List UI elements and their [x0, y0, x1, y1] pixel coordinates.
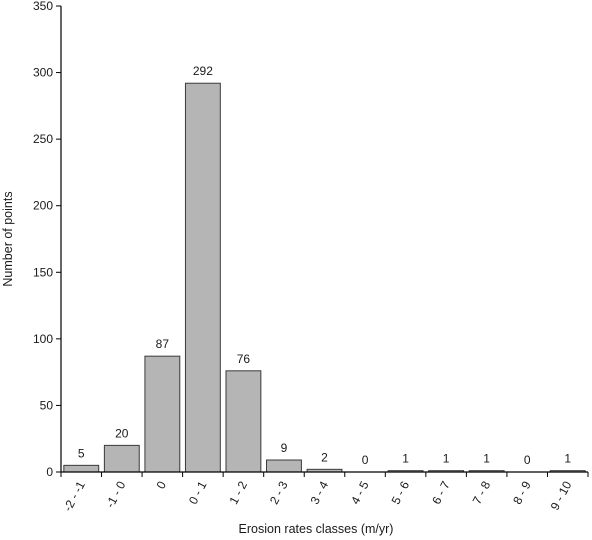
x-tick-label-7: 4 - 5 — [348, 479, 372, 507]
y-tick-label: 200 — [33, 199, 53, 213]
data-label-10: 1 — [483, 452, 490, 466]
x-tick-label-1: -1 - 0 — [103, 479, 129, 511]
x-tick-label-3: 0 - 1 — [186, 479, 210, 507]
x-ticks-group: -2 - -1 -1 - 0 0 0 - 1 1 - 2 2 - 3 3 - 4 4 - 5 5… — [60, 472, 589, 514]
bars-group — [63, 82, 586, 473]
x-tick-label-6: 3 - 4 — [308, 479, 332, 507]
x-tick-label-4: 1 - 2 — [226, 479, 250, 507]
data-label-1: 20 — [115, 426, 129, 440]
data-label-0: 5 — [78, 446, 85, 460]
data-label-11: 0 — [524, 453, 531, 467]
bar-4 — [225, 370, 262, 473]
data-label-12: 1 — [564, 452, 571, 466]
y-tick-label: 150 — [33, 265, 53, 279]
bar-5 — [266, 459, 302, 473]
y-tick-label: 300 — [33, 66, 53, 80]
bar-2 — [144, 355, 181, 473]
y-tick-label: 350 — [33, 0, 53, 13]
data-label-5: 9 — [281, 441, 288, 455]
y-tick-label: 0 — [46, 465, 53, 479]
x-tick-label-10: 7 - 8 — [470, 479, 494, 507]
y-tick-label: 250 — [33, 132, 53, 146]
data-label-8: 1 — [402, 452, 409, 466]
y-tick-label: 50 — [40, 398, 54, 412]
data-label-2: 87 — [156, 337, 170, 351]
data-label-7: 0 — [362, 453, 369, 467]
data-label-6: 2 — [321, 450, 328, 464]
y-ticks-group: 0 50 100 150 200 250 300 350 — [33, 0, 61, 479]
x-tick-label-9: 6 - 7 — [429, 479, 453, 507]
x-tick-label-0: -2 - -1 — [61, 479, 89, 514]
x-tick-label-5: 2 - 3 — [267, 479, 291, 507]
bar-0 — [63, 464, 100, 473]
data-label-9: 1 — [443, 452, 450, 466]
y-tick-label: 100 — [33, 332, 53, 346]
data-label-3: 292 — [193, 64, 213, 78]
x-tick-label-12: 9 - 10 — [548, 479, 575, 513]
data-label-4: 76 — [237, 352, 251, 366]
x-tick-label-8: 5 - 6 — [389, 479, 413, 507]
x-tick-label-2: 0 — [153, 479, 169, 492]
x-axis-title: Erosion rates classes (m/yr) — [239, 522, 394, 536]
bar-3 — [184, 82, 221, 473]
y-axis-title: Number of points — [1, 191, 15, 286]
bar-1 — [103, 444, 140, 473]
x-tick-label-11: 8 - 9 — [510, 479, 534, 507]
